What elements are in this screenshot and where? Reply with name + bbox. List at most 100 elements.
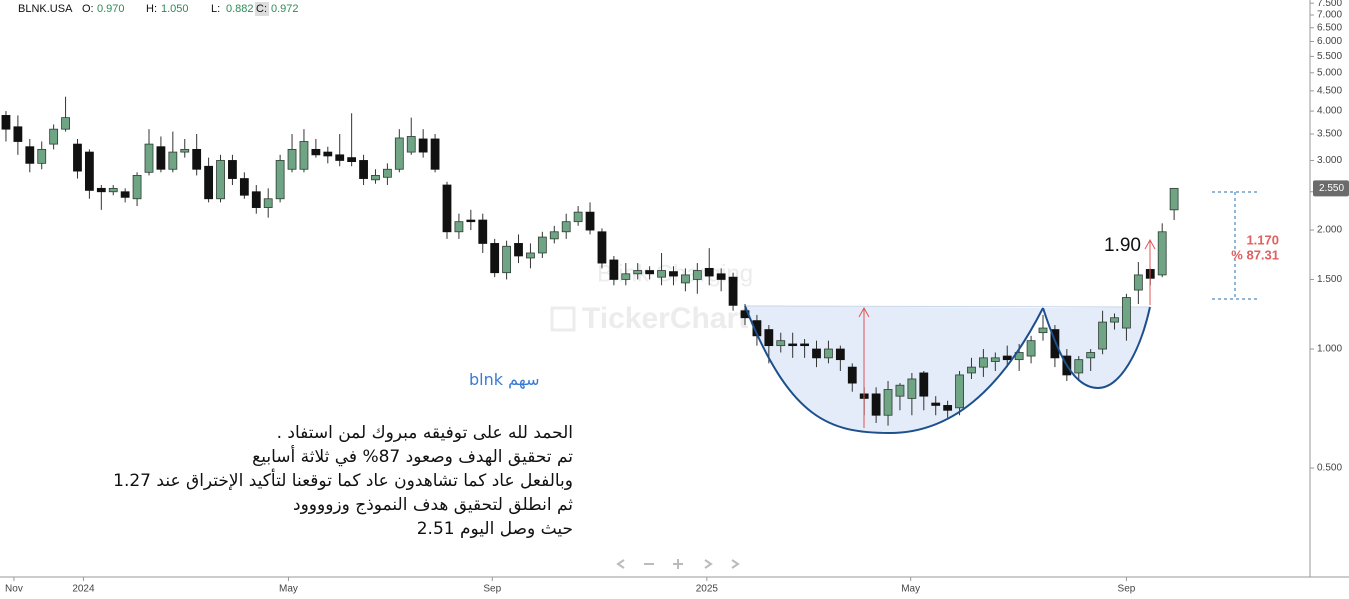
cup-area [745,306,1043,433]
candle-body [418,138,428,153]
candle-body [168,151,178,170]
legend-value: 1.050 [161,3,189,15]
legend-value: 0.972 [271,3,299,15]
gain-amount: 1.170 [1246,232,1279,247]
candle-body [478,219,488,244]
candle-body [931,402,941,406]
candle-body [645,270,655,275]
candle-body [680,274,690,284]
stock-label: blnk سهم [469,370,540,389]
candle-body [847,366,857,384]
comment: الحمد لله على توفيقه مبروك لمن استفاد . … [113,421,573,541]
candle-body [144,143,154,173]
candle-body [835,348,845,361]
gain-percent: % 87.31 [1231,247,1279,262]
candle-body [764,329,774,347]
candle-body [621,273,631,280]
candle-body [406,136,416,153]
candle-body [537,236,547,254]
x-tick-label: Sep [483,584,501,595]
x-tick-label: Nov [5,584,23,595]
candle-body [466,219,476,223]
legend-value: 0.882 [226,3,254,15]
legend-menu[interactable] [255,2,269,16]
last-price-label: 2.550 [1319,183,1344,194]
candle-body [1038,327,1048,334]
scroll-right[interactable] [704,559,713,569]
candle-body [73,143,82,172]
y-tick-label: 3.500 [1317,129,1342,140]
candle-body [514,243,523,257]
candle-body [61,117,70,130]
zoom-in[interactable] [673,559,683,569]
candle-body [919,372,929,397]
candle-body [228,160,237,179]
candle-body [967,366,976,374]
y-tick-label: 6.000 [1317,36,1342,47]
candle-body [394,137,404,170]
legend-bg [0,0,282,18]
candle-body [25,146,35,164]
candle-body [1002,355,1012,361]
candles [1,96,1179,426]
y-tick-label: 5.500 [1317,51,1342,62]
candle-body [347,157,357,163]
candle-body [96,187,106,193]
scroll-end[interactable] [731,559,740,569]
comment-line: تم تحقيق الهدف وصعود 87% في ثلاثة أسابيع [252,447,573,467]
x-tick-label: Sep [1118,584,1136,595]
candle-body [824,348,833,359]
x-tick-label: May [901,584,920,595]
zoom-controls [616,559,740,569]
y-tick-label: 1.000 [1317,344,1342,355]
watermark-icon [550,306,576,332]
candle-body [371,174,380,181]
candle-body [84,151,94,191]
candle-body [549,231,559,240]
candle-body [335,154,345,161]
candle-body [1,115,11,130]
candle-body [788,343,798,347]
candle-body [287,148,297,170]
candle-body [192,148,202,170]
candle-body [216,160,225,200]
candle-body [1122,297,1131,329]
candle-body [108,187,118,193]
candle-body [454,221,464,233]
y-tick-label: 5.000 [1317,67,1342,78]
candle-body [609,259,619,280]
candle-body [430,138,440,170]
handle-curve [1042,306,1151,390]
candle-body [657,270,666,278]
candle-body [573,211,583,223]
candle-body [585,211,595,231]
candle-body [597,231,607,264]
candle-body [239,178,249,196]
y-tick-label: 4.000 [1317,106,1342,117]
candle-body [669,271,678,277]
breakout-price: 1.90 [1104,235,1141,256]
candle-body [1074,359,1084,374]
candle-body [275,160,285,200]
candle-body [561,221,571,233]
candle-body [49,128,59,145]
arrow-head [1144,238,1156,250]
candle-body [502,245,511,274]
x-tick-label: 2025 [696,584,719,595]
candle-body [323,151,333,157]
candle-body [907,378,917,399]
legend-label: H: [146,3,157,15]
candle-body [990,357,1000,362]
arrow-head [858,306,870,318]
legend-value: 0.970 [97,3,125,15]
candle-body [943,405,953,411]
y-tick-label: 3.000 [1317,155,1342,166]
symbol: BLNK.USA [18,3,73,15]
candle-body [526,252,535,259]
scroll-left[interactable] [616,559,625,569]
y-tick-label: 0.500 [1317,463,1342,474]
legend-label: C: [256,3,267,15]
candle-body [1110,317,1119,323]
candle-body [299,141,309,170]
